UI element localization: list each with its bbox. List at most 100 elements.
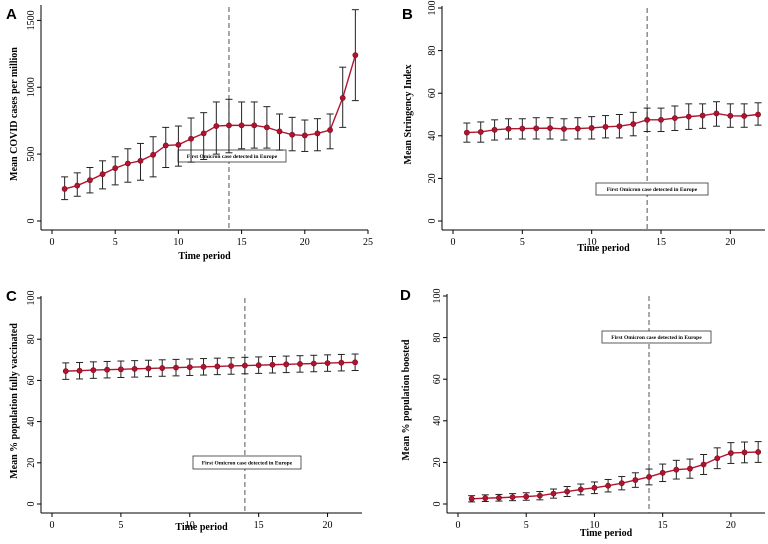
data-point xyxy=(727,112,734,119)
y-tick-label: 0 xyxy=(26,502,37,507)
data-point xyxy=(577,486,584,493)
x-tick-label: 15 xyxy=(656,237,666,248)
data-point xyxy=(76,367,83,374)
data-point xyxy=(523,493,530,500)
x-axis-title: Time period xyxy=(178,251,231,262)
series-line xyxy=(64,54,357,190)
series-line xyxy=(65,361,356,372)
data-point xyxy=(509,494,516,501)
data-point xyxy=(602,123,609,130)
data-point xyxy=(564,488,571,495)
x-tick-label: 10 xyxy=(173,237,183,248)
data-point xyxy=(314,130,321,137)
x-tick-label: 5 xyxy=(118,520,123,531)
data-point xyxy=(214,363,221,370)
y-tick-label: 1500 xyxy=(26,10,37,30)
data-point xyxy=(188,135,194,142)
data-point xyxy=(269,361,276,368)
data-point xyxy=(658,116,664,123)
data-point xyxy=(112,165,119,172)
data-point xyxy=(561,126,567,132)
data-point xyxy=(352,52,359,59)
x-tick-label: 20 xyxy=(300,237,310,248)
data-point xyxy=(339,95,346,101)
data-point xyxy=(477,129,484,135)
data-point xyxy=(714,455,721,462)
data-point xyxy=(591,484,598,491)
data-point xyxy=(496,494,502,501)
data-point xyxy=(632,477,639,483)
x-axis-title: Time period xyxy=(580,528,633,539)
y-tick-label: 100 xyxy=(427,1,438,16)
data-point xyxy=(186,364,193,371)
y-tick-label: 40 xyxy=(427,131,438,141)
x-tick-label: 0 xyxy=(50,520,55,531)
y-tick-label: 40 xyxy=(432,416,443,426)
data-point xyxy=(145,365,152,372)
data-point xyxy=(741,449,748,456)
data-point xyxy=(150,151,157,158)
data-point xyxy=(463,129,470,136)
y-tick-label: 80 xyxy=(427,46,438,56)
data-point xyxy=(713,110,720,117)
x-tick-label: 20 xyxy=(725,237,735,248)
y-tick-label: 80 xyxy=(432,333,443,343)
data-point xyxy=(310,360,317,367)
y-tick-label: 100 xyxy=(432,289,443,304)
y-axis-title: Mean % population boosted xyxy=(401,339,412,460)
data-point xyxy=(213,123,220,129)
data-point xyxy=(124,160,131,167)
panel-d: D 0 20 40 60 80 100 0 5 10 15 20 Time period Mean % p… xyxy=(400,287,765,539)
data-point xyxy=(173,364,179,371)
data-point xyxy=(137,157,144,164)
y-tick-label: 0 xyxy=(427,219,438,224)
data-point xyxy=(491,126,498,133)
x-tick-label: 5 xyxy=(520,237,525,248)
data-point xyxy=(62,368,69,375)
data-point xyxy=(90,367,97,373)
data-point xyxy=(727,450,734,456)
data-point xyxy=(131,365,138,372)
y-axis-title: Mean COVID cases per million xyxy=(9,47,20,181)
data-point xyxy=(162,142,169,149)
data-point xyxy=(468,495,475,502)
annotation-text: First Omicron case detected in Europe xyxy=(187,154,278,160)
data-point xyxy=(301,132,308,139)
panel-letter: D xyxy=(400,287,411,304)
annotation-box xyxy=(595,182,709,196)
panel-letter: A xyxy=(6,6,17,23)
data-point xyxy=(605,482,611,489)
y-axis-title: Mean Stringency Index xyxy=(403,65,414,165)
y-tick-label: 20 xyxy=(427,173,438,183)
annotation-box xyxy=(601,330,712,344)
x-tick-label: 5 xyxy=(113,237,118,248)
y-tick-label: 0 xyxy=(26,219,37,224)
x-tick-label: 10 xyxy=(587,237,597,248)
data-point xyxy=(685,113,692,120)
panel-a: A 0 500 1000 1500 0 5 10 15 20 25 Time period Mean C… xyxy=(6,5,373,262)
data-point xyxy=(547,125,553,132)
panel-letter: B xyxy=(402,6,413,23)
data-point xyxy=(159,365,166,371)
data-point xyxy=(104,366,111,373)
y-tick-label: 60 xyxy=(427,88,438,98)
data-point xyxy=(99,171,106,178)
y-tick-label: 20 xyxy=(26,458,37,468)
annotation-text: First Omicron case detected in Europe xyxy=(202,461,293,467)
y-axis-title: Mean % population fully vaccinated xyxy=(9,323,20,479)
data-point xyxy=(324,360,331,366)
data-point xyxy=(505,125,512,132)
x-axis-title: Time period xyxy=(175,522,228,533)
x-tick-label: 15 xyxy=(254,520,264,531)
data-point xyxy=(289,131,296,138)
data-point xyxy=(263,124,270,131)
x-tick-label: 10 xyxy=(589,520,599,531)
data-point xyxy=(238,122,245,129)
x-tick-label: 0 xyxy=(456,520,461,531)
panel-c: C 0 20 40 60 80 100 0 5 10 15 20 Time period Mean % p… xyxy=(6,288,362,533)
annotation-box xyxy=(192,455,302,470)
x-axis-title: Time period xyxy=(577,243,630,254)
data-point xyxy=(117,366,124,373)
data-point xyxy=(536,492,543,499)
